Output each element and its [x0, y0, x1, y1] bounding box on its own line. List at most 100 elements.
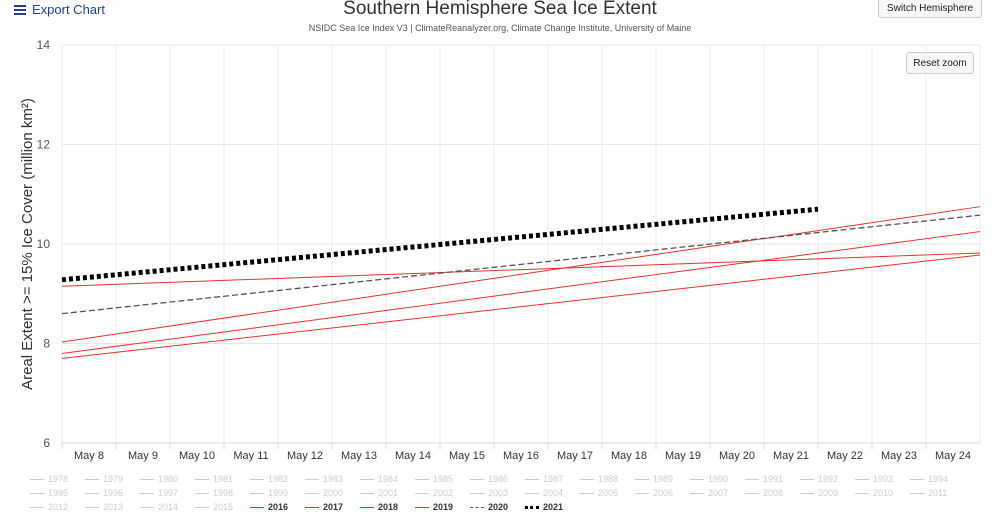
legend-item-2002[interactable]: 2002 — [415, 486, 470, 500]
legend-item-2015[interactable]: 2015 — [195, 500, 250, 514]
x-tick-label: May 13 — [341, 450, 377, 462]
legend-item-1989[interactable]: 1989 — [635, 472, 690, 486]
legend-swatch — [30, 492, 44, 494]
y-tick-label: 6 — [43, 436, 50, 450]
legend-label: 1989 — [653, 474, 674, 484]
legend-label: 1979 — [103, 474, 124, 484]
y-axis-title: Areal Extent >= 15% Ice Cover (million k… — [19, 98, 36, 390]
legend-item-2018[interactable]: 2018 — [360, 500, 415, 514]
y-tick-label: 10 — [37, 237, 51, 251]
legend-item-2010[interactable]: 2010 — [855, 486, 910, 500]
legend-item-2019[interactable]: 2019 — [415, 500, 470, 514]
legend-label: 1984 — [378, 474, 399, 484]
legend-item-2000[interactable]: 2000 — [305, 486, 360, 500]
x-tick-label: May 11 — [233, 450, 268, 462]
x-tick-label: May 22 — [827, 450, 863, 462]
legend-item-1995[interactable]: 1995 — [30, 486, 85, 500]
legend-swatch — [910, 492, 924, 494]
legend-item-1980[interactable]: 1980 — [140, 472, 195, 486]
legend-item-1979[interactable]: 1979 — [85, 472, 140, 486]
legend-label: 1983 — [323, 474, 344, 484]
legend-item-2017[interactable]: 2017 — [305, 500, 360, 514]
legend-swatch — [910, 478, 924, 480]
legend-item-1993[interactable]: 1993 — [855, 472, 910, 486]
legend-row: 2012 2013 2014 2015 2016 2017 2018 2019 2020 2021 — [30, 500, 980, 514]
legend-label: 1994 — [928, 474, 949, 484]
legend-row: 1995 1996 1997 1998 1999 2000 2001 2002 2003 2004… — [30, 486, 980, 500]
legend-item-1994[interactable]: 1994 — [910, 472, 965, 486]
legend-item-2001[interactable]: 2001 — [360, 486, 415, 500]
legend-swatch — [525, 492, 539, 494]
legend-swatch — [635, 478, 649, 480]
chart-title: Southern Hemisphere Sea Ice Extent — [343, 0, 657, 19]
legend-item-2008[interactable]: 2008 — [745, 486, 800, 500]
legend-label: 2007 — [708, 488, 729, 498]
legend-label: 2006 — [653, 488, 674, 498]
legend-swatch — [195, 492, 209, 494]
legend-label: 1987 — [543, 474, 564, 484]
x-tick-label: May 15 — [449, 450, 485, 462]
reset-zoom-button[interactable]: Reset zoom — [906, 52, 974, 74]
series-line-2021 — [61, 206, 819, 283]
legend-swatch — [690, 478, 704, 480]
legend-swatch — [855, 478, 869, 480]
legend-label: 2002 — [433, 488, 454, 498]
legend-item-1986[interactable]: 1986 — [470, 472, 525, 486]
legend-item-2012[interactable]: 2012 — [30, 500, 85, 514]
legend-item-2016[interactable]: 2016 — [250, 500, 305, 514]
legend-swatch — [195, 478, 209, 480]
x-tick-label: May 12 — [287, 450, 323, 462]
legend-item-1990[interactable]: 1990 — [690, 472, 745, 486]
x-tick-label: May 21 — [773, 450, 809, 462]
legend-item-2011[interactable]: 2011 — [910, 486, 965, 500]
legend-item-2020[interactable]: 2020 — [470, 500, 525, 514]
legend-swatch — [85, 506, 99, 508]
legend-label: 2015 — [213, 502, 234, 512]
legend-item-2003[interactable]: 2003 — [470, 486, 525, 500]
legend-item-1978[interactable]: 1978 — [30, 472, 85, 486]
legend-label: 2014 — [158, 502, 179, 512]
legend-swatch — [415, 478, 429, 480]
legend-item-1998[interactable]: 1998 — [195, 486, 250, 500]
legend-label: 2013 — [103, 502, 124, 512]
legend-item-1999[interactable]: 1999 — [250, 486, 305, 500]
legend-item-2007[interactable]: 2007 — [690, 486, 745, 500]
legend-label: 1999 — [268, 488, 289, 498]
legend-item-1997[interactable]: 1997 — [140, 486, 195, 500]
menu-icon — [14, 3, 26, 17]
legend-item-2006[interactable]: 2006 — [635, 486, 690, 500]
legend-item-2014[interactable]: 2014 — [140, 500, 195, 514]
legend-label: 2019 — [433, 502, 454, 512]
legend-item-1988[interactable]: 1988 — [580, 472, 635, 486]
legend-item-1981[interactable]: 1981 — [195, 472, 250, 486]
legend-item-2021[interactable]: 2021 — [525, 500, 580, 514]
legend-label: 2011 — [928, 488, 948, 498]
legend-item-1984[interactable]: 1984 — [360, 472, 415, 486]
legend-label: 2005 — [598, 488, 619, 498]
legend-item-2005[interactable]: 2005 — [580, 486, 635, 500]
legend-item-1991[interactable]: 1991 — [745, 472, 800, 486]
legend-item-1987[interactable]: 1987 — [525, 472, 580, 486]
legend-swatch — [800, 478, 814, 480]
export-chart-button[interactable]: Export Chart — [14, 2, 105, 17]
legend-item-1985[interactable]: 1985 — [415, 472, 470, 486]
legend-swatch — [525, 478, 539, 480]
x-tick-label: May 19 — [665, 450, 701, 462]
legend-label: 2001 — [378, 488, 399, 498]
line-chart: 6 8 10 12 14 May 8 May 9 May 10 May 11 May 12 May … — [19, 38, 981, 462]
legend-item-1983[interactable]: 1983 — [305, 472, 360, 486]
series-line-2018 — [61, 206, 981, 343]
legend-item-2004[interactable]: 2004 — [525, 486, 580, 500]
legend-item-2009[interactable]: 2009 — [800, 486, 855, 500]
switch-hemisphere-button[interactable]: Switch Hemisphere — [878, 0, 982, 18]
legend-label: 1990 — [708, 474, 729, 484]
series-line-2020 — [61, 214, 981, 315]
legend-item-1992[interactable]: 1992 — [800, 472, 855, 486]
legend-item-1982[interactable]: 1982 — [250, 472, 305, 486]
legend-item-2013[interactable]: 2013 — [85, 500, 140, 514]
x-tick-label: May 16 — [503, 450, 539, 462]
legend: 1978 1979 1980 1981 1982 1983 1984 1985 1986 1987… — [30, 472, 980, 514]
legend-swatch — [195, 506, 209, 508]
x-tick-label: May 14 — [395, 450, 431, 462]
legend-item-1996[interactable]: 1996 — [85, 486, 140, 500]
